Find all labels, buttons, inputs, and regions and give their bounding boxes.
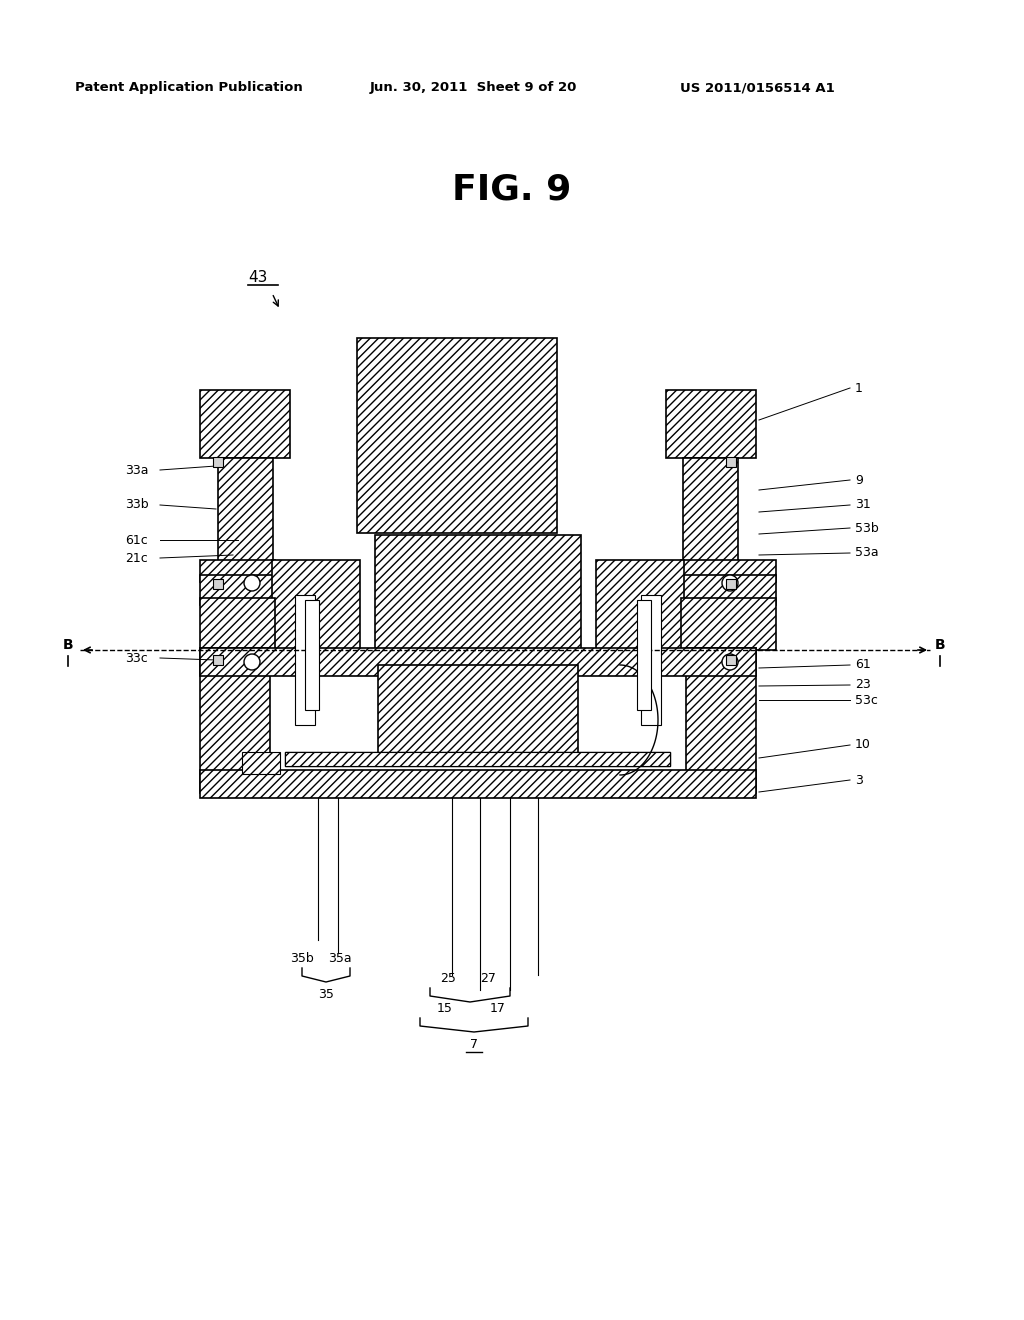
Bar <box>378 665 578 760</box>
Circle shape <box>722 653 738 671</box>
Circle shape <box>244 576 260 591</box>
Text: Patent Application Publication: Patent Application Publication <box>75 82 303 95</box>
Bar <box>242 752 280 774</box>
Text: 61: 61 <box>855 659 870 672</box>
Bar <box>200 648 270 793</box>
Bar <box>200 598 275 649</box>
Bar <box>213 457 223 467</box>
Bar <box>200 389 290 458</box>
Text: 35b: 35b <box>290 952 314 965</box>
Text: 25: 25 <box>440 972 456 985</box>
Bar <box>375 535 581 660</box>
Bar <box>637 601 651 710</box>
Bar <box>641 595 662 725</box>
Bar <box>213 655 223 665</box>
Text: 53a: 53a <box>855 546 879 560</box>
Bar <box>726 457 736 467</box>
Text: B: B <box>62 638 74 652</box>
Text: 33a: 33a <box>125 463 148 477</box>
Text: 35a: 35a <box>328 952 352 965</box>
Bar <box>726 655 736 665</box>
Text: 27: 27 <box>480 972 496 985</box>
Bar <box>596 560 684 660</box>
Bar <box>218 458 273 579</box>
Circle shape <box>722 576 738 591</box>
Text: US 2011/0156514 A1: US 2011/0156514 A1 <box>680 82 835 95</box>
Circle shape <box>244 653 260 671</box>
Text: B: B <box>935 638 945 652</box>
Text: 7: 7 <box>470 1038 478 1051</box>
Bar <box>681 576 776 605</box>
Bar <box>726 579 736 589</box>
Text: 61c: 61c <box>125 533 147 546</box>
Bar <box>666 389 756 458</box>
Text: 53c: 53c <box>855 693 878 706</box>
Bar <box>305 601 319 710</box>
Bar <box>686 648 756 793</box>
Text: 10: 10 <box>855 738 870 751</box>
Bar <box>681 598 776 649</box>
Bar <box>357 338 557 533</box>
Text: 35: 35 <box>318 987 334 1001</box>
Text: FIG. 9: FIG. 9 <box>453 173 571 207</box>
Bar <box>285 752 670 766</box>
Bar <box>272 560 360 660</box>
Text: 21c: 21c <box>125 552 147 565</box>
Bar <box>681 560 776 582</box>
Text: 1: 1 <box>855 381 863 395</box>
Bar <box>200 576 275 605</box>
Text: 43: 43 <box>248 271 267 285</box>
Text: 31: 31 <box>855 499 870 511</box>
Text: 23: 23 <box>855 678 870 692</box>
Bar <box>683 458 738 579</box>
Bar <box>285 752 670 766</box>
Text: 15: 15 <box>437 1002 453 1015</box>
Text: 33c: 33c <box>125 652 147 664</box>
Bar <box>200 648 756 676</box>
Text: 17: 17 <box>490 1002 506 1015</box>
Bar <box>200 560 275 582</box>
Bar <box>295 595 315 725</box>
Bar <box>213 579 223 589</box>
Bar <box>200 770 756 799</box>
Text: 53b: 53b <box>855 521 879 535</box>
Text: 33b: 33b <box>125 499 148 511</box>
Text: 3: 3 <box>855 774 863 787</box>
Text: 9: 9 <box>855 474 863 487</box>
Text: Jun. 30, 2011  Sheet 9 of 20: Jun. 30, 2011 Sheet 9 of 20 <box>370 82 578 95</box>
